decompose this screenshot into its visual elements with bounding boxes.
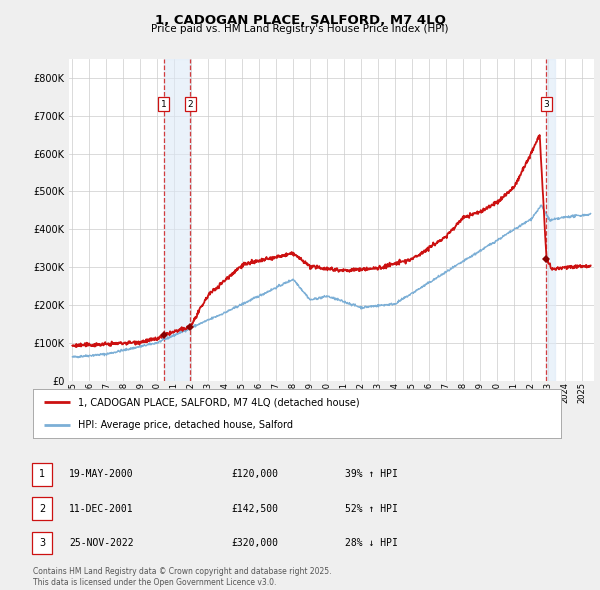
Text: £120,000: £120,000 xyxy=(231,470,278,479)
Text: 25-NOV-2022: 25-NOV-2022 xyxy=(69,538,134,548)
Text: 28% ↓ HPI: 28% ↓ HPI xyxy=(345,538,398,548)
Text: 52% ↑ HPI: 52% ↑ HPI xyxy=(345,504,398,513)
Text: Contains HM Land Registry data © Crown copyright and database right 2025.
This d: Contains HM Land Registry data © Crown c… xyxy=(33,568,331,586)
Text: 1: 1 xyxy=(39,470,45,479)
Text: HPI: Average price, detached house, Salford: HPI: Average price, detached house, Salf… xyxy=(78,419,293,430)
Text: 2: 2 xyxy=(39,504,45,513)
Text: 19-MAY-2000: 19-MAY-2000 xyxy=(69,470,134,479)
Text: 1, CADOGAN PLACE, SALFORD, M7 4LQ (detached house): 1, CADOGAN PLACE, SALFORD, M7 4LQ (detac… xyxy=(78,398,359,408)
Text: 39% ↑ HPI: 39% ↑ HPI xyxy=(345,470,398,479)
Bar xyxy=(547,59,555,381)
Text: £142,500: £142,500 xyxy=(231,504,278,513)
Text: 2: 2 xyxy=(188,100,193,109)
Text: 3: 3 xyxy=(39,538,45,548)
Text: 3: 3 xyxy=(544,100,550,109)
Text: £320,000: £320,000 xyxy=(231,538,278,548)
Bar xyxy=(164,59,190,381)
Text: 1, CADOGAN PLACE, SALFORD, M7 4LQ: 1, CADOGAN PLACE, SALFORD, M7 4LQ xyxy=(155,14,445,27)
Text: 1: 1 xyxy=(161,100,167,109)
Text: Price paid vs. HM Land Registry's House Price Index (HPI): Price paid vs. HM Land Registry's House … xyxy=(151,25,449,34)
Text: 11-DEC-2001: 11-DEC-2001 xyxy=(69,504,134,513)
